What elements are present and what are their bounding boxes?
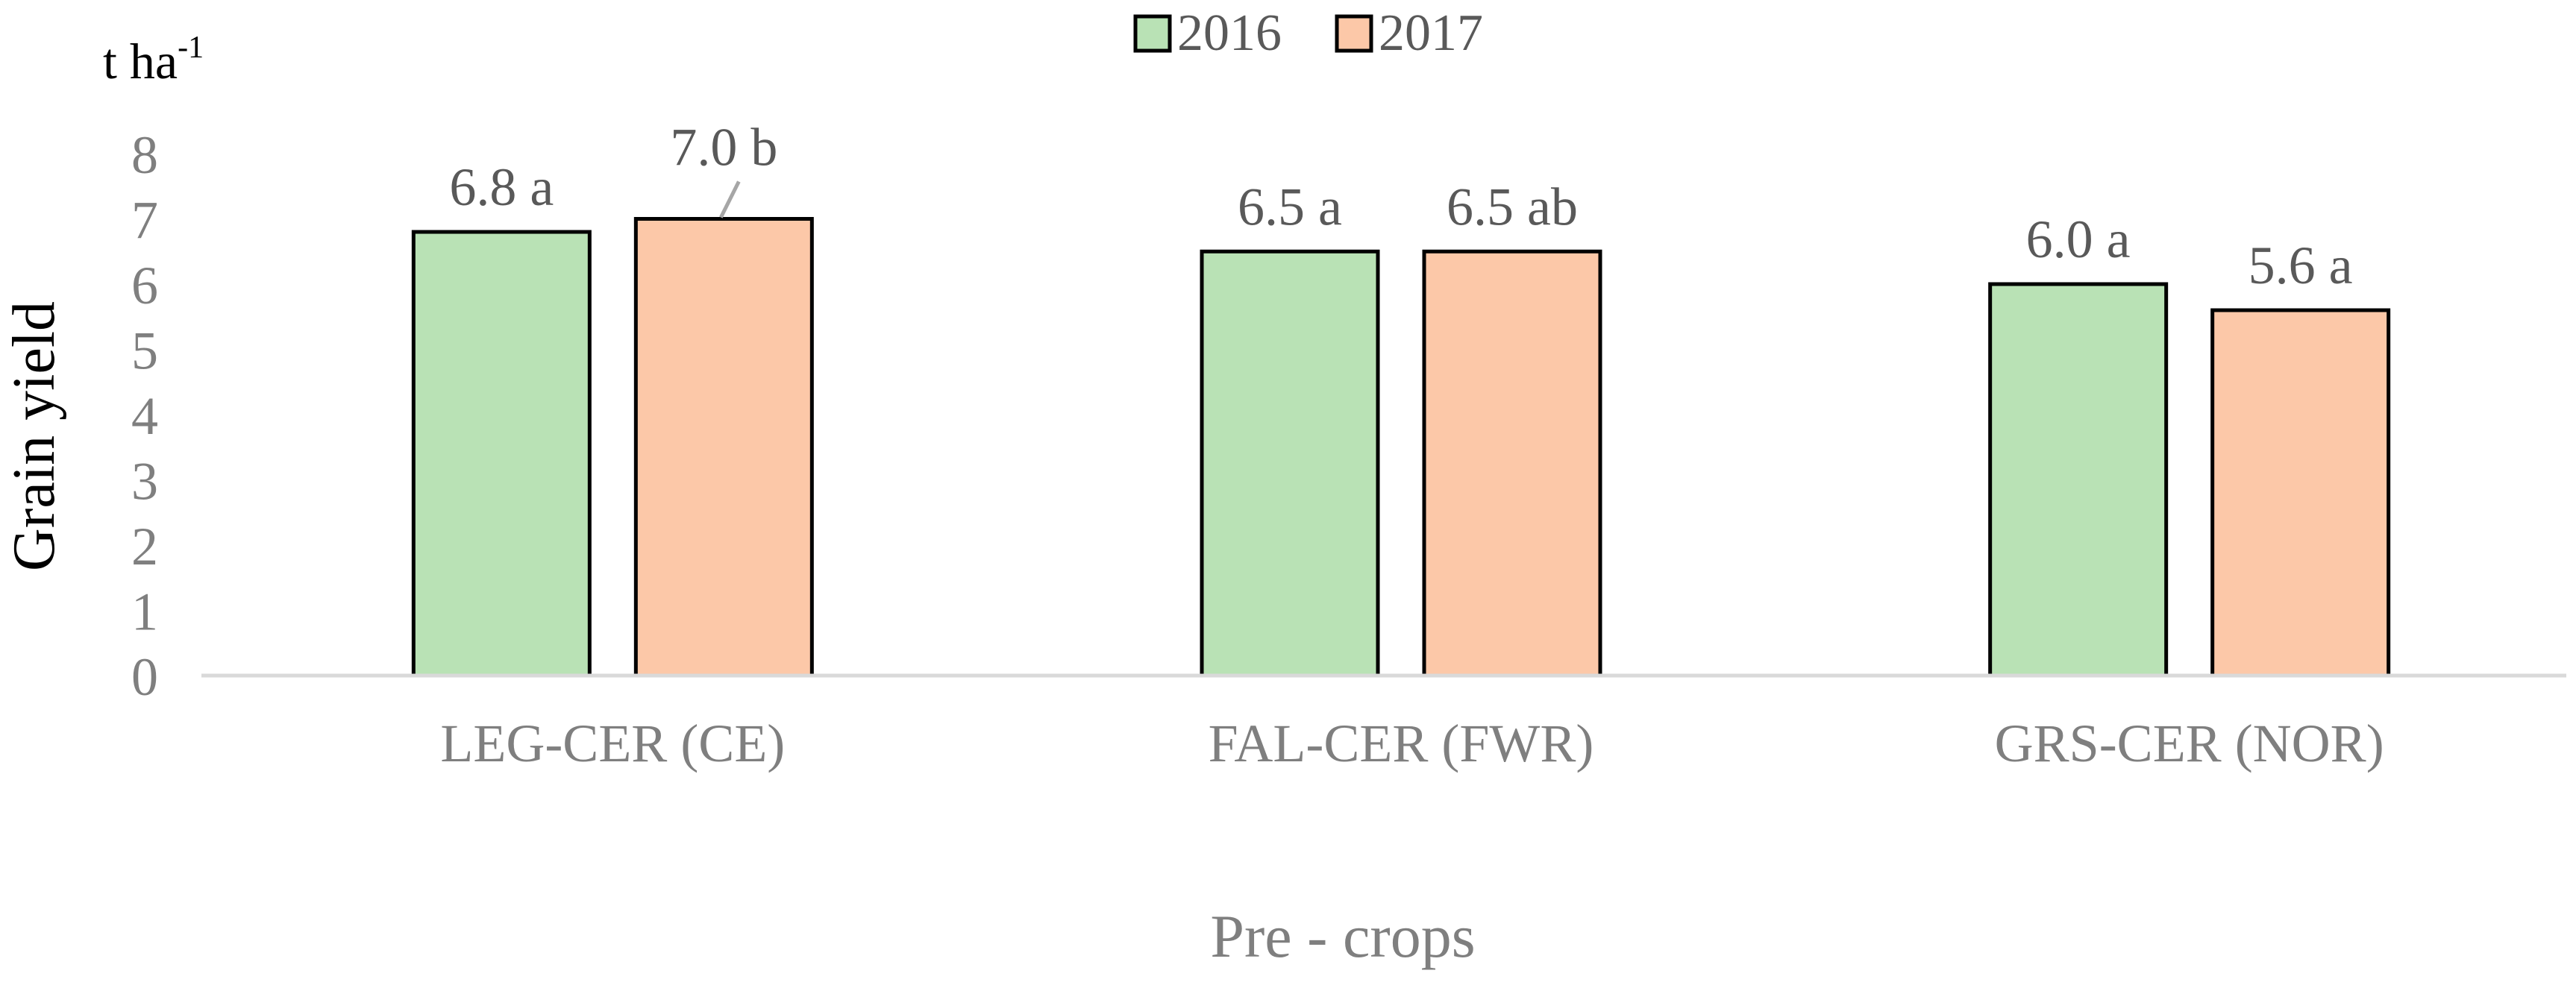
bar-2017 [2210, 308, 2391, 678]
legend-label: 2017 [1379, 4, 1483, 62]
y-tick-label: 3 [131, 452, 158, 512]
y-tick-label: 4 [131, 386, 158, 446]
legend-label: 2016 [1177, 4, 1282, 62]
y-tick-label: 2 [131, 517, 158, 576]
bar-2017 [633, 217, 814, 678]
data-label-leader-line [719, 180, 741, 218]
bar-2016 [411, 230, 592, 678]
y-axis-label: Grain yield [1, 301, 67, 571]
bar-2016 [1200, 249, 1380, 678]
y-axis-unit: t ha-1 [103, 31, 204, 89]
x-tick-label: FAL-CER (FWR) [1209, 714, 1594, 773]
y-tick-label: 7 [131, 191, 158, 251]
x-axis-ticks: LEG-CER (CE) FAL-CER (FWR) GRS-CER (NOR) [440, 714, 2384, 773]
legend-swatch-2016 [1133, 14, 1172, 53]
data-label: 7.0 b [670, 118, 777, 177]
data-label: 6.5 ab [1447, 177, 1578, 236]
data-label: 6.0 a [2026, 210, 2131, 269]
y-tick-label: 5 [131, 321, 158, 381]
x-tick-label: LEG-CER (CE) [440, 714, 785, 773]
data-label: 5.6 a [2248, 236, 2353, 295]
legend: 2016 2017 [1133, 4, 1483, 62]
y-tick-label: 6 [131, 256, 158, 315]
x-axis-label: Pre - crops [1210, 902, 1475, 970]
y-tick-label: 1 [131, 582, 158, 642]
x-tick-label: GRS-CER (NOR) [1995, 714, 2384, 773]
y-tick-label: 0 [131, 647, 158, 707]
bar-2017 [1422, 249, 1602, 678]
y-tick-label: 8 [131, 125, 158, 185]
bar-2016 [1988, 282, 2169, 678]
legend-swatch-2017 [1335, 14, 1373, 53]
bars: 6.8 a 7.0 b 6.5 a 6.5 ab 6.0 a 5.6 a [411, 118, 2391, 678]
data-label: 6.5 a [1238, 177, 1342, 236]
data-label: 6.8 a [449, 157, 554, 217]
